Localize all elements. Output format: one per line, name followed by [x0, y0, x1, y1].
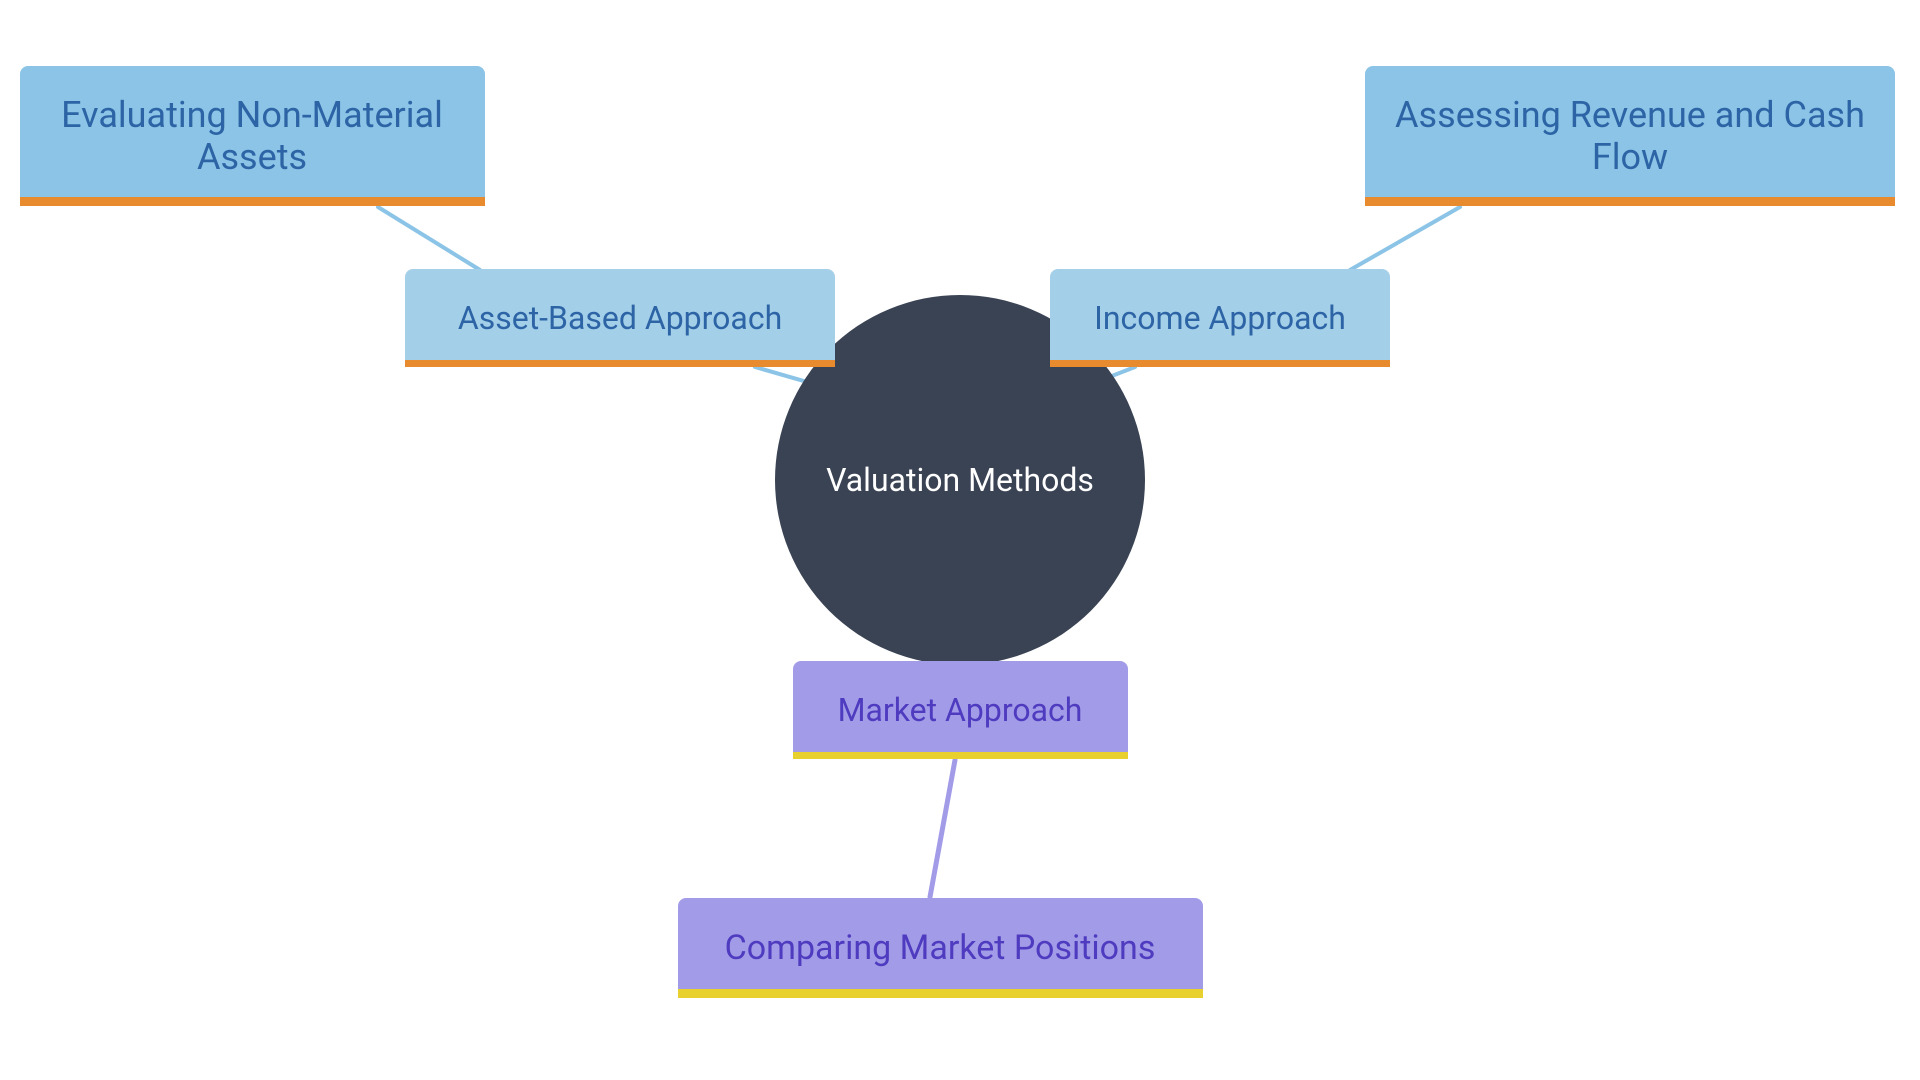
node-underline — [1050, 360, 1390, 367]
valuation-methods-diagram: Valuation Methods Asset-Based Approach I… — [0, 0, 1920, 1080]
node-label: Income Approach — [1094, 299, 1346, 337]
node-label: Asset-Based Approach — [458, 299, 782, 337]
center-node-label: Valuation Methods — [826, 461, 1094, 499]
node-underline — [405, 360, 835, 367]
node-label: Market Approach — [838, 691, 1083, 729]
node-underline — [678, 989, 1203, 998]
node-market: Market Approach — [793, 661, 1128, 759]
node-label: Assessing Revenue and Cash Flow — [1383, 94, 1877, 178]
node-revenue-cash: Assessing Revenue and Cash Flow — [1365, 66, 1895, 206]
node-non-material: Evaluating Non-Material Assets — [20, 66, 485, 206]
node-market-positions: Comparing Market Positions — [678, 898, 1203, 998]
node-income: Income Approach — [1050, 269, 1390, 367]
node-underline — [1365, 197, 1895, 206]
node-label: Comparing Market Positions — [725, 928, 1156, 968]
node-asset-based: Asset-Based Approach — [405, 269, 835, 367]
node-label: Evaluating Non-Material Assets — [38, 94, 467, 178]
node-underline — [20, 197, 485, 206]
node-underline — [793, 752, 1128, 759]
